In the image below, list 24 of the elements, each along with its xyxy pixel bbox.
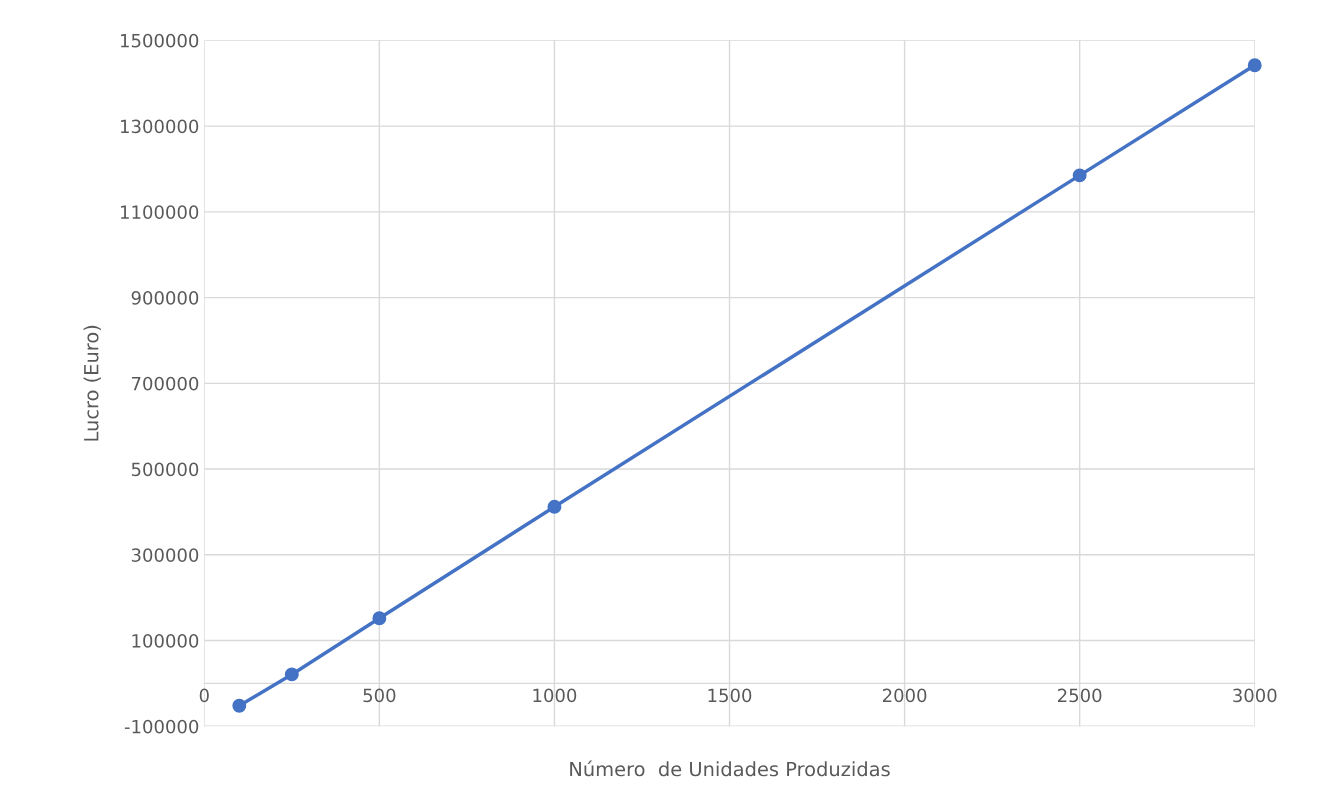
y-tick-label: 900000 bbox=[131, 291, 199, 305]
x-tick-label: 3000 bbox=[1233, 688, 1277, 703]
x-tick-label: 1000 bbox=[533, 688, 577, 703]
y-tick-label: 1100000 bbox=[121, 205, 199, 219]
point bbox=[372, 611, 387, 626]
y-tick-label: 100000 bbox=[132, 634, 199, 648]
point bbox=[1072, 168, 1087, 183]
y-tick-label: 300000 bbox=[131, 548, 199, 562]
x-tick-label: 2000 bbox=[882, 688, 927, 703]
point bbox=[547, 499, 562, 514]
point bbox=[1247, 58, 1262, 73]
x-tick-label: 2500 bbox=[1058, 688, 1102, 703]
y-tick-label: 700000 bbox=[131, 376, 199, 391]
x-tick-label: 0 bbox=[199, 688, 209, 703]
y-tick-label: 1300000 bbox=[121, 119, 199, 134]
x-tick-label: 1500 bbox=[708, 688, 752, 703]
point bbox=[284, 667, 299, 682]
y-axis-title: Lucro (Euro) bbox=[83, 325, 101, 441]
point bbox=[232, 698, 247, 713]
x-axis-title: Número de Unidades Produzidas bbox=[570, 760, 890, 777]
x-tick-label: 500 bbox=[363, 688, 396, 703]
y-tick-label: 1500000 bbox=[121, 33, 199, 48]
y-tick-label: -100000 bbox=[124, 719, 199, 734]
y-tick-label: 500000 bbox=[131, 462, 199, 477]
